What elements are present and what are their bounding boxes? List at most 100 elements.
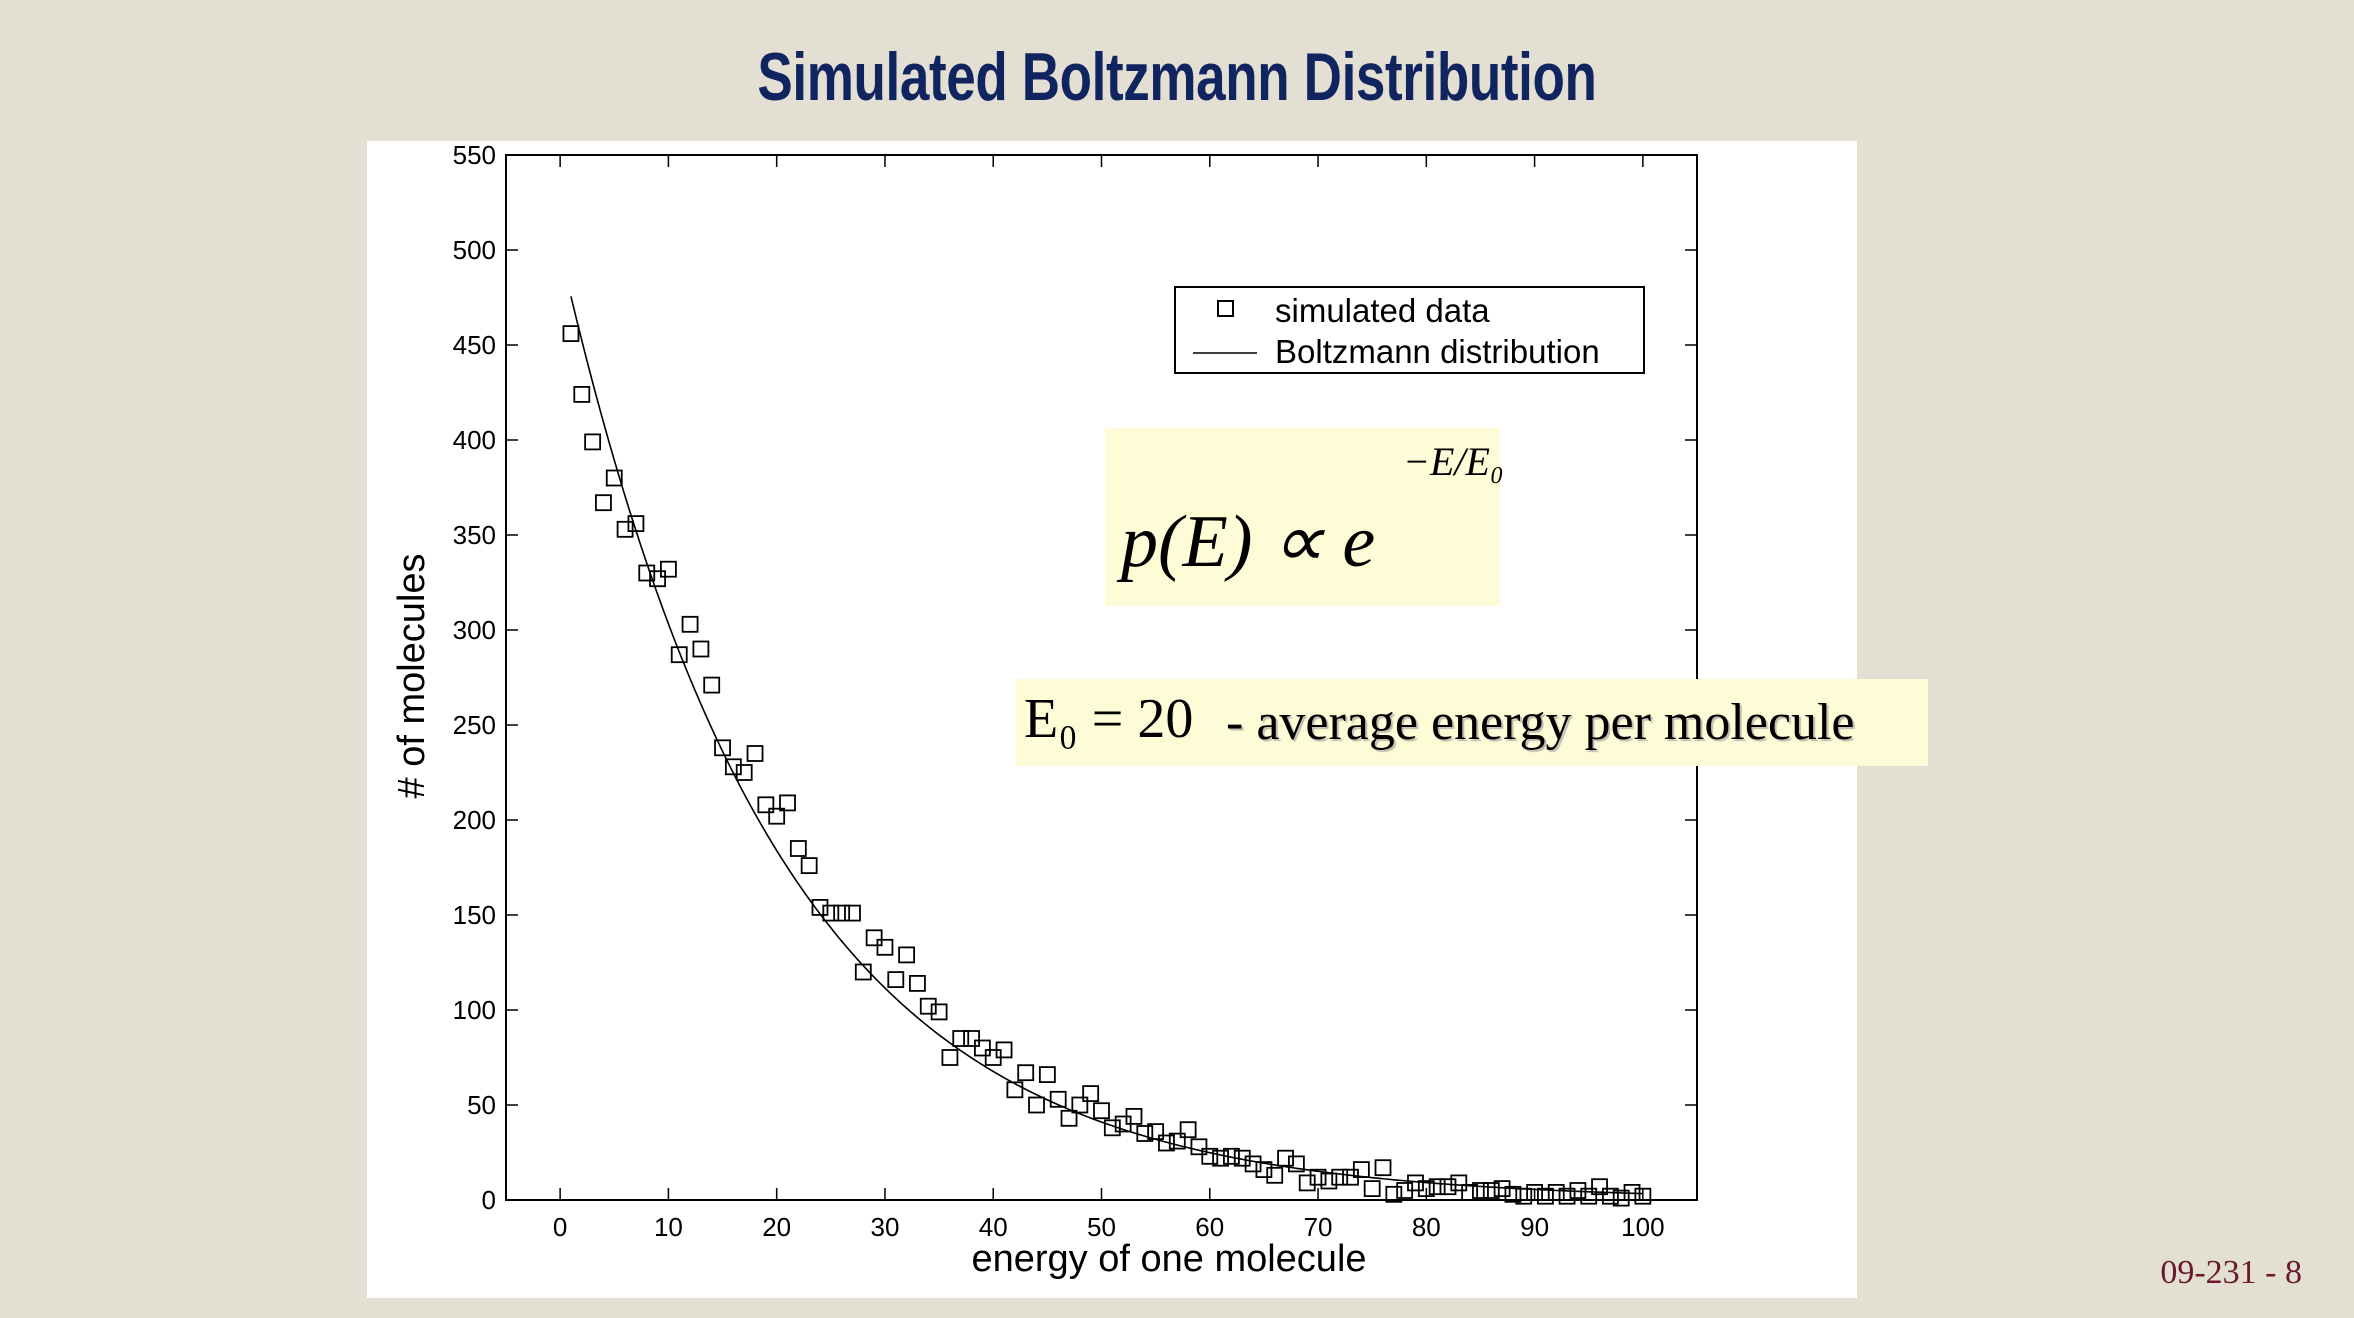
data-point — [1103, 1119, 1121, 1137]
x-axis-label: energy of one molecule — [971, 1238, 1366, 1280]
data-point — [1255, 1161, 1273, 1178]
data-point — [1168, 1132, 1186, 1150]
x-tick-label: 40 — [979, 1212, 1008, 1242]
data-point — [768, 807, 786, 825]
data-point — [1082, 1085, 1100, 1102]
data-point — [811, 899, 829, 916]
data-point — [919, 997, 937, 1015]
y-tick-label: 350 — [453, 520, 496, 550]
legend: simulated data Boltzmann distribution — [1174, 286, 1645, 374]
axis-ticks: 0 10 20 30 40 50 60 70 80 90 100 0 50 100 150 200 250 300… — [453, 141, 1697, 1242]
data-point — [681, 615, 699, 633]
data-point — [616, 520, 634, 538]
data-point — [1060, 1109, 1078, 1127]
data-point — [660, 560, 677, 578]
data-point — [1212, 1149, 1229, 1167]
data-point — [1591, 1178, 1608, 1196]
data-point — [1537, 1187, 1554, 1205]
data-point — [1363, 1180, 1381, 1197]
data-point — [1558, 1187, 1576, 1205]
data-point — [1049, 1090, 1067, 1108]
x-tick-label: 80 — [1412, 1212, 1441, 1242]
x-tick-label: 10 — [654, 1212, 683, 1242]
e0-description: - average energy per molecule — [1226, 694, 1855, 751]
data-point — [1352, 1161, 1370, 1178]
x-tick-label: 90 — [1520, 1212, 1549, 1242]
data-point — [1298, 1174, 1316, 1192]
boltzmann-formula: p(E) ∝ e — [1121, 501, 1376, 583]
y-tick-label: 50 — [467, 1090, 496, 1120]
y-tick-label: 100 — [453, 995, 496, 1025]
data-point — [1233, 1149, 1251, 1167]
data-point — [1634, 1187, 1652, 1205]
y-tick-label: 400 — [453, 425, 496, 455]
data-point — [670, 646, 688, 664]
data-point — [1287, 1155, 1305, 1173]
data-point — [1450, 1174, 1468, 1192]
e0-annotation-box: E₀ = 20 - average energy per molecule — [1016, 679, 1928, 766]
data-point — [1071, 1096, 1089, 1114]
data-point — [1569, 1182, 1587, 1199]
data-point — [833, 904, 851, 922]
data-point — [941, 1049, 959, 1066]
x-tick-label: 0 — [553, 1212, 567, 1242]
y-tick-label: 500 — [453, 235, 496, 265]
y-tick-label: 200 — [453, 805, 496, 835]
data-point — [995, 1041, 1013, 1059]
data-point — [1417, 1180, 1435, 1197]
data-point — [735, 764, 753, 781]
data-point — [1612, 1189, 1630, 1207]
data-point — [1428, 1178, 1446, 1196]
data-point — [1601, 1187, 1619, 1205]
data-point — [789, 840, 807, 857]
data-point — [930, 1003, 948, 1021]
data-point — [974, 1039, 991, 1057]
data-point — [1407, 1174, 1424, 1192]
data-point — [876, 938, 894, 956]
data-point — [1006, 1081, 1024, 1099]
plot-frame — [505, 154, 1698, 1201]
data-point — [1158, 1134, 1175, 1152]
data-point — [1244, 1155, 1262, 1173]
data-point — [822, 904, 840, 922]
data-point — [1179, 1121, 1197, 1139]
data-point — [1017, 1064, 1035, 1082]
data-point — [649, 570, 666, 588]
data-point — [1309, 1168, 1327, 1186]
data-point — [1493, 1180, 1511, 1197]
data-point — [1374, 1159, 1392, 1177]
data-point — [692, 640, 710, 658]
x-tick-label: 60 — [1195, 1212, 1224, 1242]
y-tick-label: 300 — [453, 615, 496, 645]
data-point — [1385, 1185, 1403, 1203]
slide-title: Simulated Boltzmann Distribution — [757, 39, 1597, 115]
x-tick-label: 70 — [1304, 1212, 1333, 1242]
e0-formula: E₀ = 20 — [1024, 688, 1194, 750]
legend-label-line: Boltzmann distribution — [1275, 333, 1600, 370]
x-tick-label: 100 — [1621, 1212, 1664, 1242]
y-tick-label: 550 — [453, 141, 496, 170]
data-point — [1580, 1187, 1598, 1205]
data-point — [746, 745, 764, 762]
data-point — [562, 325, 580, 343]
data-point — [573, 385, 591, 403]
chart: 0 10 20 30 40 50 60 70 80 90 100 0 50 100 150 200 250 300… — [391, 141, 1698, 1280]
legend-box — [1174, 286, 1645, 374]
data-point — [1515, 1187, 1533, 1205]
data-point — [898, 946, 916, 964]
y-tick-label: 450 — [453, 330, 496, 360]
data-point — [1547, 1184, 1565, 1201]
data-point — [1136, 1125, 1154, 1142]
data-point — [757, 796, 775, 814]
data-point — [1038, 1066, 1056, 1083]
data-point — [1147, 1123, 1165, 1140]
data-point — [1472, 1182, 1489, 1199]
data-point — [854, 963, 872, 981]
legend-label-data: simulated data — [1275, 292, 1490, 329]
data-point — [1482, 1182, 1500, 1199]
data-point — [584, 433, 602, 451]
data-point — [887, 971, 905, 988]
x-tick-label: 30 — [870, 1212, 899, 1242]
data-point — [800, 857, 818, 874]
data-point — [1125, 1108, 1143, 1125]
